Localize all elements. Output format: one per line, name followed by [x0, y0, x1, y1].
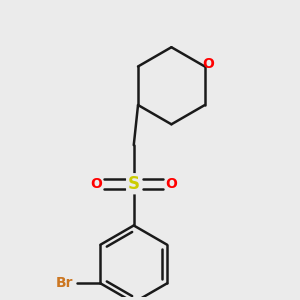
Text: O: O	[90, 177, 102, 191]
Text: O: O	[202, 57, 214, 71]
Text: S: S	[128, 175, 140, 193]
Text: O: O	[165, 177, 177, 191]
Text: Br: Br	[56, 276, 73, 290]
